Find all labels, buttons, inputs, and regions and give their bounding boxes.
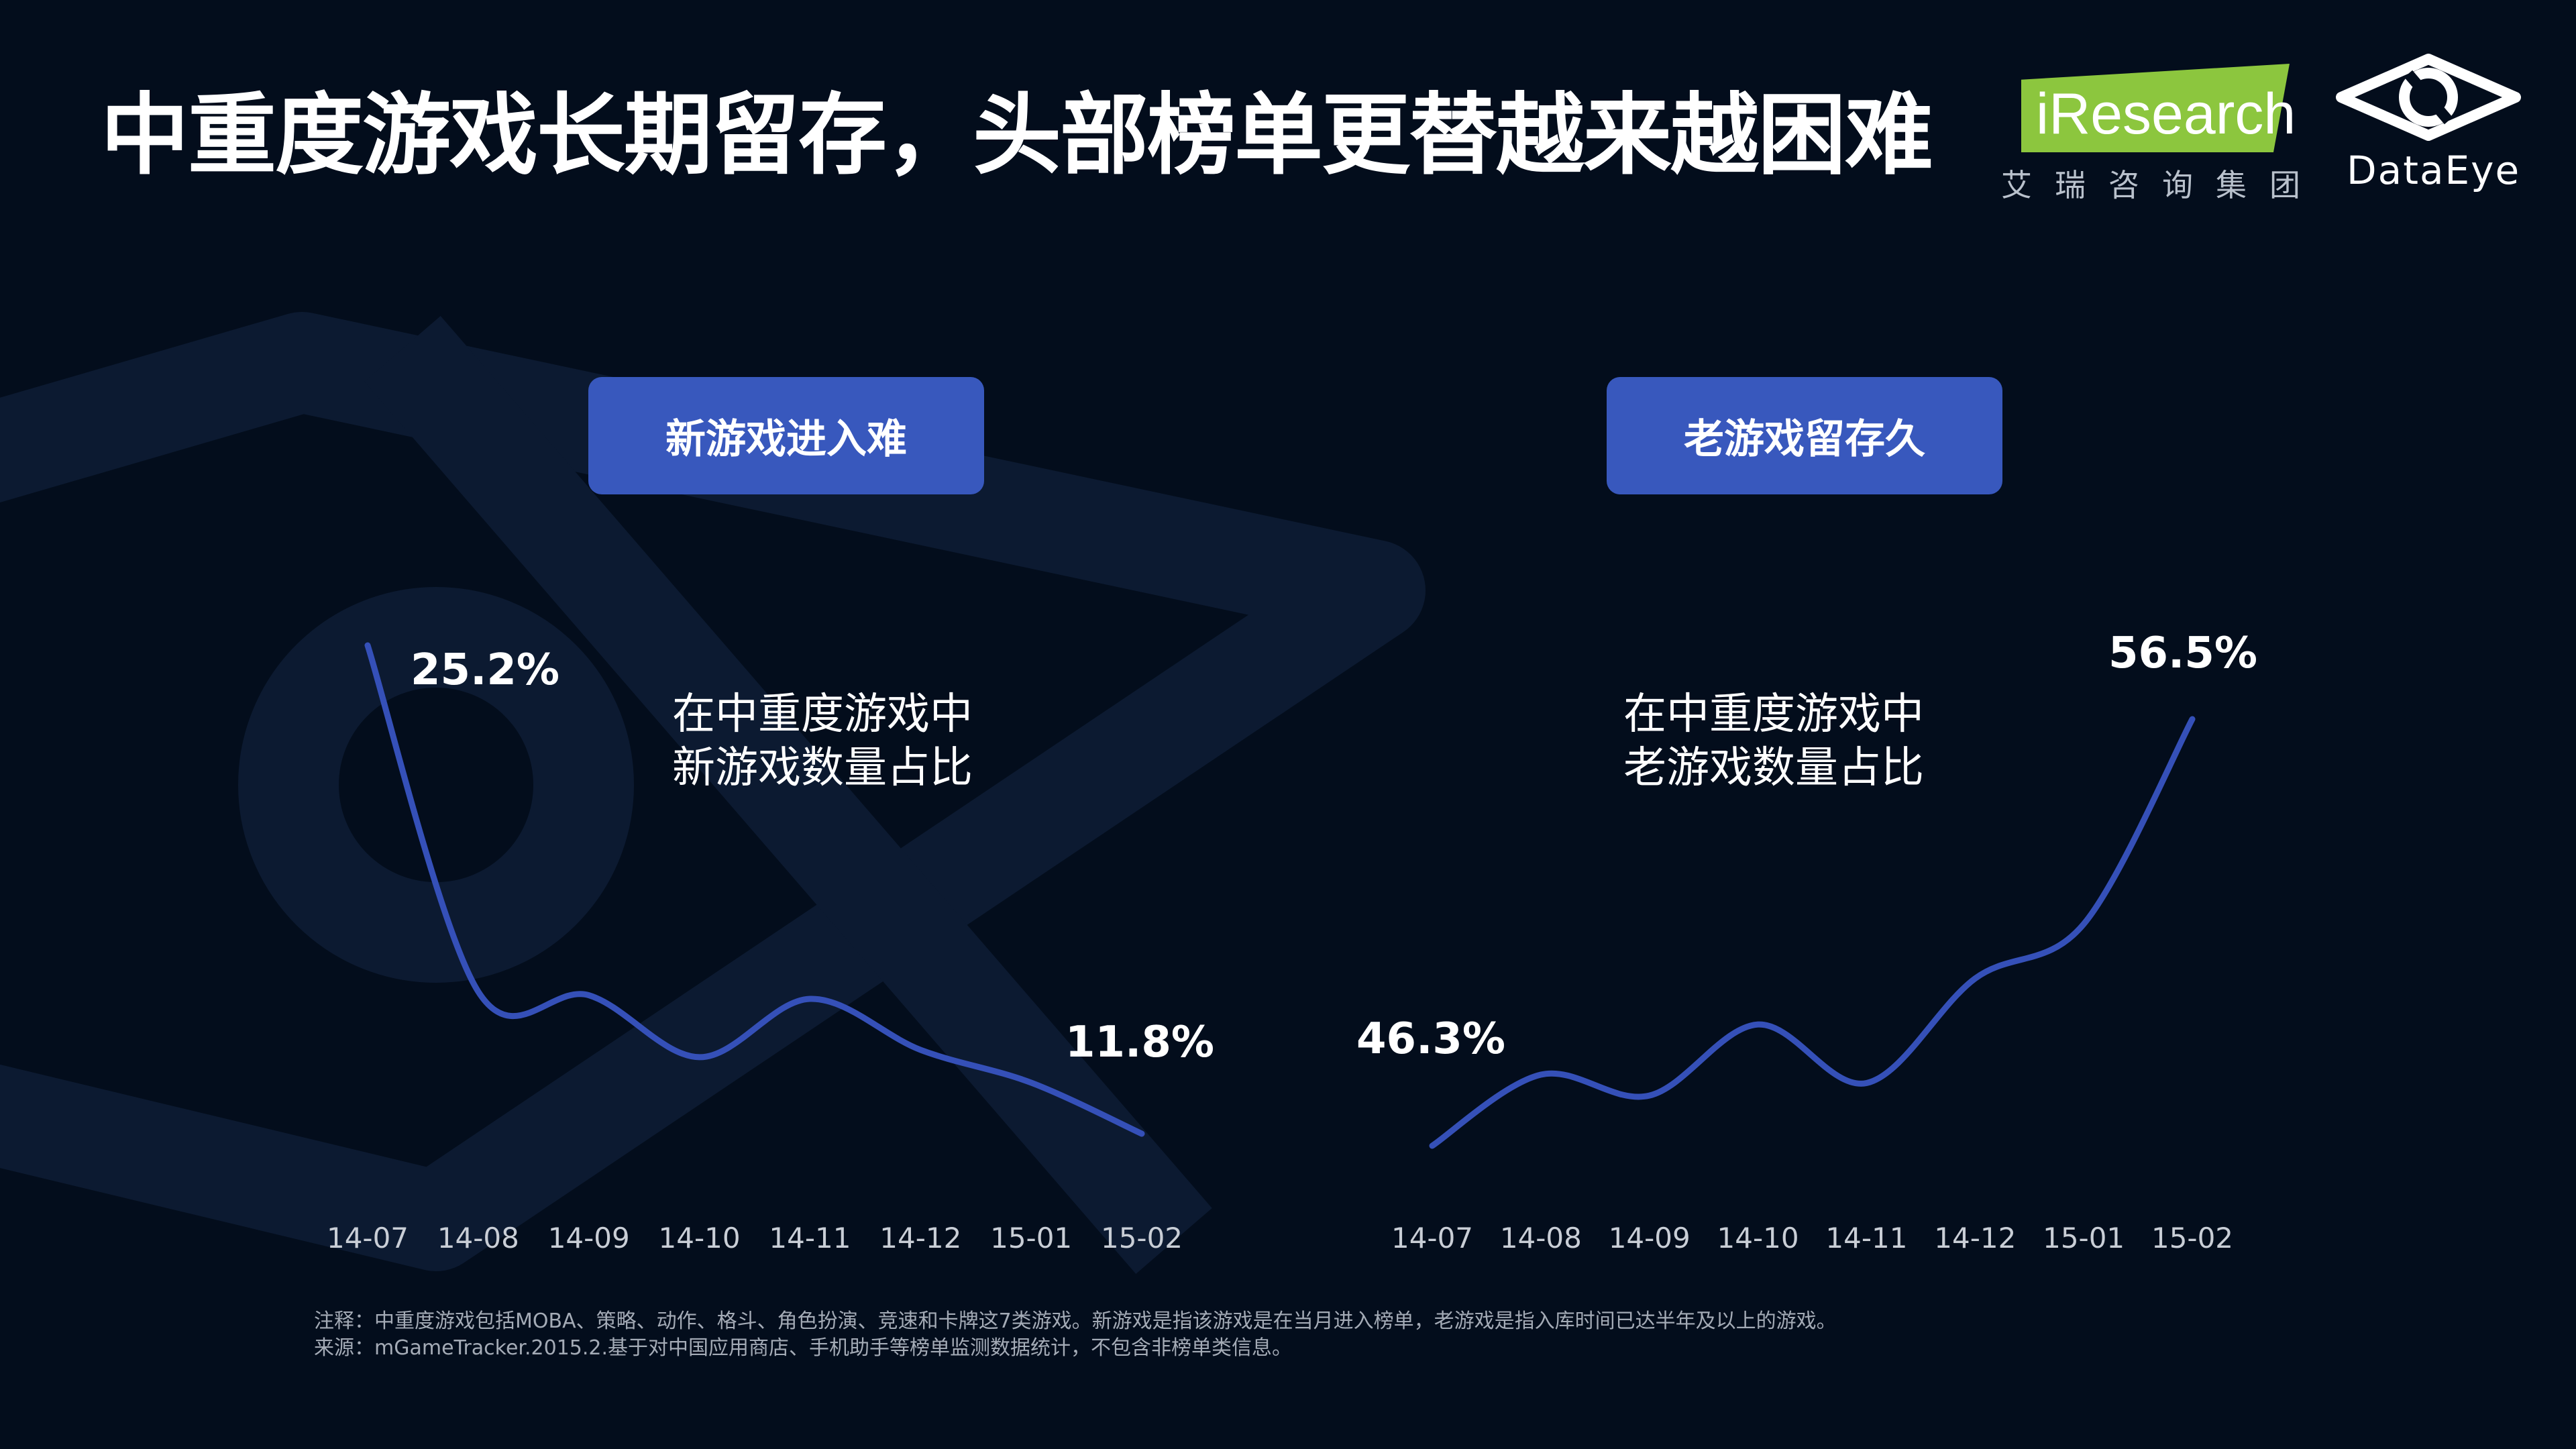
old-games-series-line (1429, 716, 2196, 1149)
iresearch-logo: iResearch 艾瑞咨询集团 (1996, 57, 2300, 211)
dataeye-logo: DataEye (2328, 54, 2529, 201)
new-games-x-tick-label: 14-07 (327, 1222, 409, 1254)
new-games-description-line1: 在中重度游戏中 (672, 690, 973, 739)
old-games-x-tick-label: 15-01 (2043, 1222, 2125, 1254)
new-games-x-tick-label: 15-02 (1101, 1222, 1183, 1254)
old-games-description-line1: 在中重度游戏中 (1623, 690, 1924, 739)
old-games-x-tick-label: 14-09 (1609, 1222, 1690, 1254)
old-games-x-tick-label: 14-11 (1825, 1222, 1907, 1254)
dataeye-eye-icon (2336, 54, 2521, 141)
old-games-description-line2: 老游戏数量占比 (1623, 743, 1924, 793)
new-games-tag: 新游戏进入难 (588, 377, 984, 494)
page-title: 中重度游戏长期留存，头部榜单更替越来越困难 (101, 84, 1933, 187)
old-games-first-value-label: 46.3% (1356, 1014, 1505, 1064)
new-games-x-tick-label: 14-11 (769, 1222, 851, 1254)
new-games-x-tick-label: 14-09 (548, 1222, 630, 1254)
old-games-x-tick-label: 14-12 (1934, 1222, 2016, 1254)
old-games-x-tick-label: 14-07 (1391, 1222, 1473, 1254)
iresearch-logo-banner (2021, 64, 2290, 152)
new-games-x-tick-label: 14-12 (879, 1222, 961, 1254)
new-games-description-line2: 新游戏数量占比 (672, 743, 973, 793)
old-games-last-value-label: 56.5% (2108, 629, 2257, 678)
footnote-source: 来源：mGameTracker.2015.2.基于对中国应用商店、手机助手等榜单… (314, 1336, 1293, 1360)
new-games-x-tick-label: 14-10 (659, 1222, 741, 1254)
new-games-first-value-label: 25.2% (411, 645, 559, 695)
new-games-series-line (364, 642, 1145, 1137)
old-games-description: 在中重度游戏中 老游戏数量占比 (1623, 688, 1924, 795)
new-games-x-tick-label: 14-08 (437, 1222, 519, 1254)
old-games-x-tick-label: 14-10 (1717, 1222, 1799, 1254)
iresearch-logo-text: iResearch (2036, 82, 2296, 146)
footnote-note: 注释：中重度游戏包括MOBA、策略、动作、格斗、角色扮演、竞速和卡牌这7类游戏。… (314, 1309, 1837, 1333)
dataeye-logo-text: DataEye (2347, 148, 2521, 193)
old-games-tag: 老游戏留存久 (1607, 377, 2002, 494)
iresearch-logo-subtitle: 艾瑞咨询集团 (2001, 167, 2323, 203)
old-games-x-tick-label: 15-02 (2151, 1222, 2233, 1254)
old-games-x-tick-label: 14-08 (1500, 1222, 1582, 1254)
new-games-last-value-label: 11.8% (1065, 1018, 1214, 1067)
new-games-x-tick-label: 15-01 (990, 1222, 1072, 1254)
footnote: 注释：中重度游戏包括MOBA、策略、动作、格斗、角色扮演、竞速和卡牌这7类游戏。… (314, 1308, 1837, 1362)
new-games-description: 在中重度游戏中 新游戏数量占比 (672, 688, 973, 795)
